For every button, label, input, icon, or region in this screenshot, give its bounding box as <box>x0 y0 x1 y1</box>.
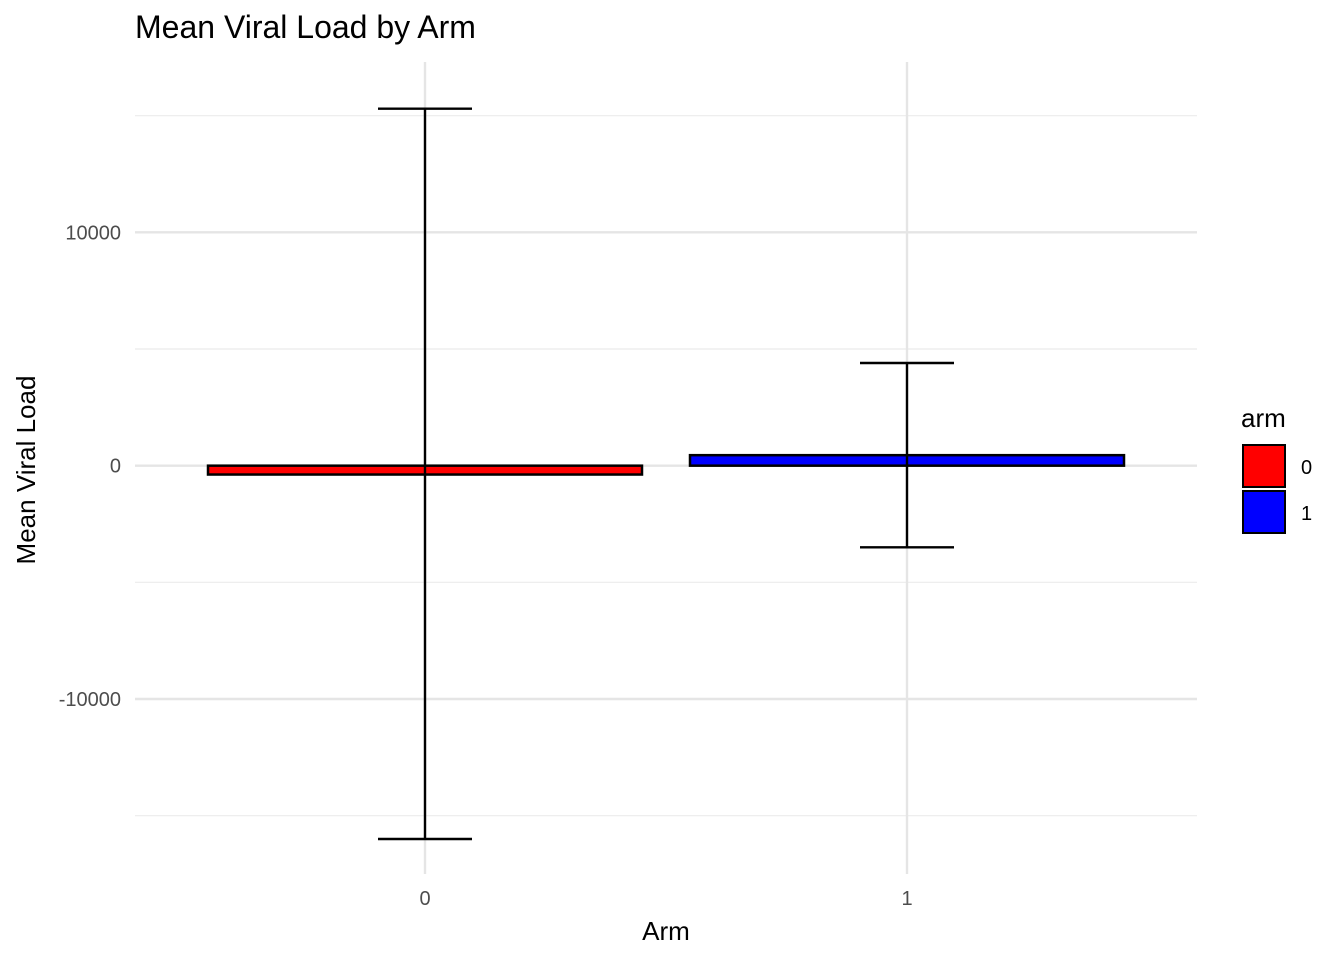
y-axis-ticks: -10000 0 10000 <box>59 222 121 711</box>
y-tick-label: -10000 <box>59 689 121 711</box>
x-tick-label: 0 <box>419 888 430 910</box>
x-tick-label: 1 <box>901 888 912 910</box>
legend: arm 0 1 <box>1241 403 1312 534</box>
x-axis-title: Arm <box>642 916 690 946</box>
legend-key-1 <box>1242 490 1286 534</box>
legend-label-0: 0 <box>1301 457 1312 479</box>
y-tick-label: 10000 <box>65 222 121 244</box>
legend-title: arm <box>1241 403 1286 433</box>
y-axis-title: Mean Viral Load <box>11 376 41 565</box>
error-bars <box>378 107 954 841</box>
chart-title: Mean Viral Load by Arm <box>135 9 476 45</box>
y-tick-label: 0 <box>110 456 121 478</box>
legend-key-0 <box>1242 444 1286 488</box>
legend-label-1: 1 <box>1301 503 1312 525</box>
